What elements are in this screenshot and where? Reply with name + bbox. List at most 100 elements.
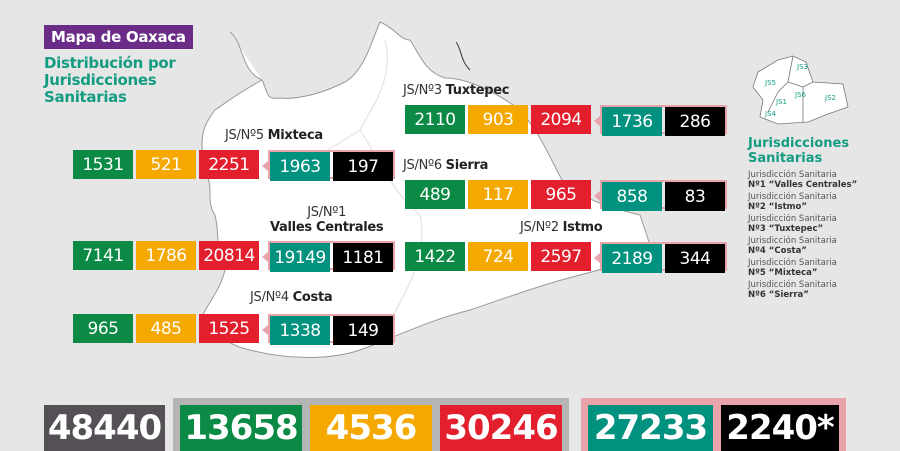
jurisdiction-label: JS/Nº3 Tuxtepec (403, 83, 509, 98)
value-box: 903 (468, 105, 528, 134)
total-red: 30246 (440, 405, 562, 451)
page-subtitle: Distribución por Jurisdicciones Sanitari… (44, 55, 176, 106)
mini-label: JS1 (775, 98, 787, 106)
legend-item: Jurisdicción Sanitaria Nº4 “Costa” (748, 236, 857, 256)
value-group: 1338 149 (262, 314, 395, 345)
value-group: 1963 197 (262, 150, 395, 181)
mini-label: JS4 (764, 110, 777, 118)
total-cases: 48440 (44, 405, 165, 451)
legend-line: Jurisdicción Sanitaria (748, 214, 837, 224)
label-prefix: JS/Nº6 (403, 158, 442, 173)
value-box: 2251 (199, 150, 259, 179)
value-box: 1786 (136, 241, 196, 270)
value-box: 2094 (531, 105, 591, 134)
value-box: 286 (665, 107, 725, 136)
label-prefix: JS/Nº3 (403, 83, 442, 98)
mini-label: JS3 (796, 63, 808, 71)
value-box: 149 (333, 316, 393, 345)
label-prefix: JS/Nº4 (250, 290, 289, 305)
value-box: 858 (602, 182, 662, 211)
jurisdiction-row: 2110 903 2094 1736 286 (405, 105, 727, 136)
jurisdiction-row: 965 485 1525 1338 149 (73, 314, 395, 345)
value-box: 2110 (405, 105, 465, 134)
label-name: Costa (292, 290, 333, 305)
mini-label: JS5 (764, 79, 776, 87)
value-box: 117 (468, 180, 528, 209)
total-black: 2240* (721, 405, 839, 451)
legend-item: Jurisdicción Sanitaria Nº6 “Sierra” (748, 280, 857, 300)
value-box: 485 (136, 314, 196, 343)
value-box: 2189 (602, 244, 662, 273)
legend-line: Nº4 “Costa” (748, 246, 807, 256)
value-box: 521 (136, 150, 196, 179)
value-box: 20814 (199, 241, 259, 270)
legend-line: Jurisdicción Sanitaria (748, 258, 837, 268)
page-title: Mapa de Oaxaca (44, 25, 193, 49)
jurisdiction-label: JS/Nº2 Istmo (520, 220, 603, 235)
jurisdiction-row: 489 117 965 858 83 (405, 180, 727, 211)
legend-line: Jurisdicción Sanitaria (748, 170, 837, 180)
legend-item: Jurisdicción Sanitaria Nº5 “Mixteca” (748, 258, 857, 278)
jurisdiction-row: 1531 521 2251 1963 197 (73, 150, 395, 181)
jurisdiction-label: JS/Nº6 Sierra (403, 158, 488, 173)
legend-item: Jurisdicción Sanitaria Nº3 “Tuxtepec” (748, 214, 857, 234)
value-group: 19149 1181 (262, 241, 395, 272)
label-name: Istmo (562, 220, 603, 235)
value-box: 1736 (602, 107, 662, 136)
value-group: 2189 344 (594, 242, 727, 273)
value-box: 83 (665, 182, 725, 211)
total-green: 13658 (180, 405, 302, 451)
totals-group-pink: 27233 2240* (581, 398, 846, 451)
mini-label: JS2 (824, 94, 836, 102)
value-box: 1531 (73, 150, 133, 179)
legend-line: Nº5 “Mixteca” (748, 268, 818, 278)
jurisdiction-label: JS/Nº1 Valles Centrales (270, 205, 384, 235)
value-box: 1338 (270, 316, 330, 345)
value-box: 1422 (405, 242, 465, 271)
total-orange: 4536 (310, 405, 432, 451)
legend-line: Nº3 “Tuxtepec” (748, 224, 824, 234)
legend-line: Jurisdicción Sanitaria (748, 192, 837, 202)
value-box: 965 (531, 180, 591, 209)
value-group: 1736 286 (594, 105, 727, 136)
legend-line: Jurisdicción Sanitaria (748, 236, 837, 246)
legend-line: Nº1 “Valles Centrales” (748, 180, 858, 190)
value-box: 7141 (73, 241, 133, 270)
value-box: 1963 (270, 152, 330, 181)
value-box: 489 (405, 180, 465, 209)
legend-item: Jurisdicción Sanitaria Nº2 “Istmo” (748, 192, 857, 212)
legend-item: Jurisdicción Sanitaria Nº1 “Valles Centra… (748, 170, 857, 190)
jurisdiction-label: JS/Nº4 Costa (250, 290, 333, 305)
label-name: Mixteca (267, 128, 324, 143)
legend: Jurisdicciones Sanitarias Jurisdicción S… (748, 136, 857, 300)
value-box: 724 (468, 242, 528, 271)
value-box: 344 (665, 244, 725, 273)
legend-line: Jurisdicción Sanitaria (748, 280, 837, 290)
label-prefix: JS/Nº1 (307, 205, 347, 220)
value-box: 1525 (199, 314, 259, 343)
label-name: Sierra (445, 158, 489, 173)
value-box: 965 (73, 314, 133, 343)
label-name: Tuxtepec (445, 83, 510, 98)
subtitle-line: Jurisdicciones (44, 71, 157, 89)
legend-line: Nº6 “Sierra” (748, 290, 809, 300)
totals-group-gray: 13658 4536 30246 (173, 398, 569, 451)
label-prefix: JS/Nº5 (225, 128, 264, 143)
value-box: 1181 (333, 243, 393, 272)
subtitle-line: Distribución por (44, 54, 176, 72)
mini-map: JS5 JS3 JS1 JS6 JS2 JS4 (752, 55, 849, 125)
legend-title: Jurisdicciones (748, 136, 850, 151)
jurisdiction-row: 1422 724 2597 2189 344 (405, 242, 727, 273)
jurisdiction-label: JS/Nº5 Mixteca (225, 128, 323, 143)
legend-title: Sanitarias (748, 151, 823, 166)
totals-row: 48440 13658 4536 30246 27233 2240* (44, 398, 846, 451)
value-box: 19149 (270, 243, 330, 272)
value-box: 2597 (531, 242, 591, 271)
jurisdiction-row: 7141 1786 20814 19149 1181 (73, 241, 395, 272)
mini-label: JS6 (794, 91, 807, 99)
label-name: Valles Centrales (270, 220, 384, 235)
value-box: 197 (333, 152, 393, 181)
legend-line: Nº2 “Istmo” (748, 202, 807, 212)
subtitle-line: Sanitarias (44, 88, 127, 106)
label-prefix: JS/Nº2 (520, 220, 559, 235)
